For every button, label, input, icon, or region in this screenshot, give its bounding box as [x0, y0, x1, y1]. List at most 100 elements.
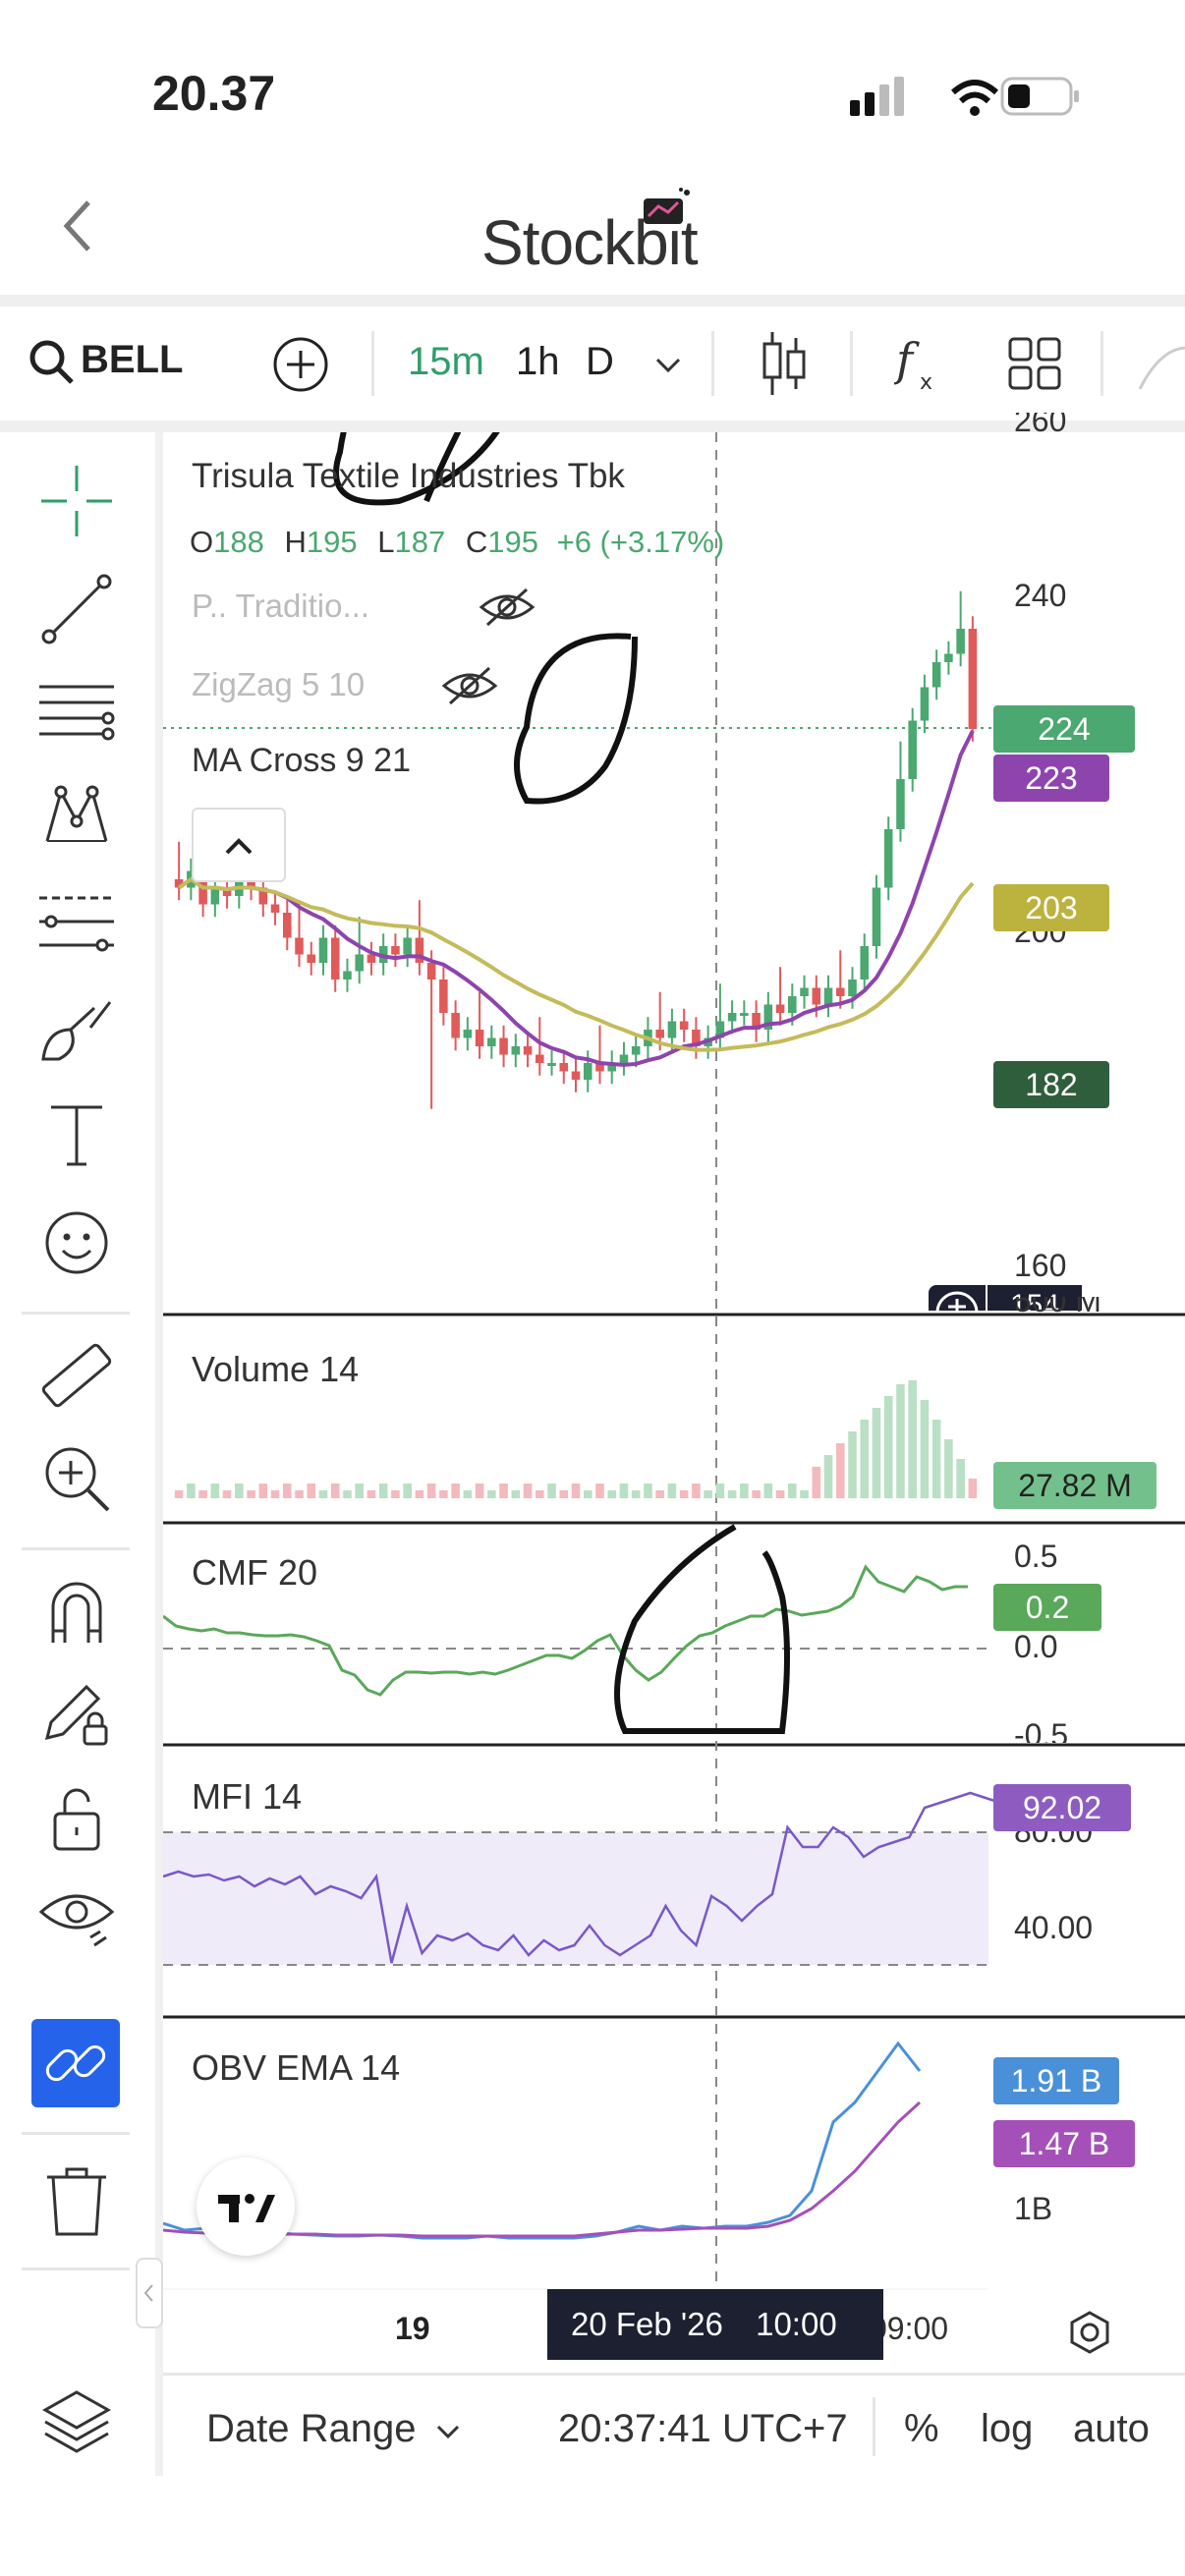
- volume-bar: [667, 1484, 677, 1498]
- text-tool[interactable]: [37, 1095, 116, 1174]
- indicators-fx-icon[interactable]: f x: [894, 330, 943, 395]
- sidebar-divider: [22, 2268, 130, 2270]
- add-symbol-icon[interactable]: [272, 336, 329, 393]
- candle-body: [210, 887, 220, 905]
- prediction-tool[interactable]: [37, 882, 116, 961]
- header-divider: [0, 295, 1185, 307]
- volume-bar: [536, 1490, 544, 1498]
- chevron-left-icon: [143, 2284, 153, 2302]
- obv-axis-1b: 1B: [1014, 2191, 1053, 2226]
- add-alert-button[interactable]: [929, 1285, 986, 1334]
- back-icon[interactable]: [59, 196, 98, 255]
- interval-15m[interactable]: 15m: [408, 340, 484, 383]
- eye-hidden-icon[interactable]: [440, 664, 499, 707]
- layers-tool[interactable]: [37, 2382, 116, 2461]
- unlock-tool[interactable]: [37, 1778, 116, 1857]
- volume-bar: [800, 1490, 809, 1498]
- time-axis-day: 19: [395, 2311, 430, 2346]
- volume-bar: [908, 1380, 917, 1498]
- drawing-brush-icon[interactable]: [1130, 340, 1185, 395]
- volume-bar: [487, 1490, 496, 1498]
- lock-drawing-tool[interactable]: [37, 1675, 116, 1754]
- magnet-tool[interactable]: [37, 1572, 116, 1651]
- volume-bar: [752, 1490, 761, 1498]
- symbol-label[interactable]: BELL: [81, 338, 184, 381]
- volume-bar: [607, 1490, 616, 1498]
- crosshair-date: 20 Feb '26: [571, 2306, 723, 2342]
- delete-tool[interactable]: [37, 2161, 116, 2240]
- collapse-sidebar-button[interactable]: [136, 2258, 163, 2328]
- chevron-down-icon[interactable]: [653, 356, 683, 375]
- toolbar-divider: [0, 420, 1185, 432]
- volume-bar: [258, 1484, 268, 1498]
- pattern-tool[interactable]: [37, 776, 116, 855]
- percent-toggle[interactable]: %: [904, 2407, 939, 2450]
- sidebar-divider: [22, 1312, 130, 1315]
- drawing-tools-sidebar: [0, 432, 157, 2476]
- interval-d[interactable]: D: [586, 340, 614, 383]
- volume-bar: [475, 1484, 484, 1498]
- trend-line-tool[interactable]: [37, 570, 116, 648]
- auto-toggle[interactable]: auto: [1073, 2407, 1150, 2450]
- toolbar-divider: [711, 331, 714, 396]
- date-range-button[interactable]: Date Range: [206, 2407, 463, 2451]
- price-tag-ma9: 223: [993, 755, 1109, 802]
- indicator-zigzag[interactable]: ZigZag 5 10: [192, 666, 366, 702]
- crosshair-tool[interactable]: [37, 462, 116, 540]
- chart-canvas[interactable]: [163, 432, 1185, 2373]
- settings-gear-icon[interactable]: [1066, 2309, 1113, 2356]
- bottom-safe-area: [163, 2474, 1185, 2576]
- layout-grid-icon[interactable]: [1007, 336, 1062, 391]
- cmf-axis-05: 0.5: [1014, 1539, 1058, 1574]
- volume-bar: [704, 1490, 712, 1498]
- wifi-icon: [950, 80, 999, 116]
- candle-body: [487, 1037, 496, 1046]
- candle-body: [715, 1021, 725, 1038]
- brush-tool[interactable]: [37, 990, 116, 1069]
- candle-body: [944, 653, 953, 662]
- volume-bar: [848, 1431, 857, 1498]
- volume-bar: [631, 1490, 641, 1498]
- volume-bar: [330, 1484, 340, 1498]
- interval-1h[interactable]: 1h: [516, 340, 560, 383]
- emoji-tool[interactable]: [37, 1204, 116, 1282]
- volume-bar: [920, 1400, 930, 1498]
- log-toggle[interactable]: log: [981, 2407, 1034, 2450]
- volume-bar: [931, 1420, 941, 1498]
- candle-type-icon[interactable]: [760, 330, 809, 397]
- price-axis-260: 260: [1014, 413, 1067, 438]
- link-tool[interactable]: [31, 2019, 120, 2107]
- obv-tag-1: 1.91 B: [993, 2057, 1119, 2104]
- indicator-traditional[interactable]: P.. Traditio...: [192, 588, 369, 624]
- zoom-tool[interactable]: [37, 1439, 116, 1518]
- close-label: C: [465, 525, 488, 559]
- obv-ema-line: [163, 2100, 922, 2238]
- volume-bar: [187, 1484, 196, 1498]
- clock-timezone[interactable]: 20:37:41 UTC+7: [558, 2407, 848, 2450]
- volume-bar: [655, 1490, 664, 1498]
- search-icon[interactable]: [28, 338, 77, 387]
- volume-bar: [511, 1490, 521, 1498]
- ruler-tool[interactable]: [37, 1336, 116, 1415]
- candle-body: [896, 779, 905, 829]
- volume-bar: [644, 1484, 652, 1498]
- collapse-legend-button[interactable]: [192, 808, 286, 882]
- candle-body: [595, 1063, 604, 1072]
- candle-body: [679, 1021, 689, 1030]
- volume-bar: [775, 1490, 785, 1498]
- volume-bar: [715, 1484, 725, 1498]
- bottom-divider: [873, 2397, 875, 2456]
- price-tag-low: 154: [988, 1285, 1082, 1311]
- toolbar-divider: [1100, 331, 1103, 396]
- volume-bar: [571, 1484, 581, 1498]
- eye-icon: [38, 1894, 115, 1947]
- eye-hidden-icon[interactable]: [478, 586, 536, 629]
- candle-body: [631, 1046, 641, 1055]
- tradingview-badge[interactable]: [197, 2157, 295, 2256]
- fib-tool[interactable]: [37, 673, 116, 752]
- high-value: 195: [306, 525, 358, 559]
- candle-body: [222, 887, 232, 896]
- visibility-tool[interactable]: [37, 1876, 116, 1955]
- candle-body: [571, 1071, 581, 1080]
- svg-text:x: x: [920, 370, 932, 395]
